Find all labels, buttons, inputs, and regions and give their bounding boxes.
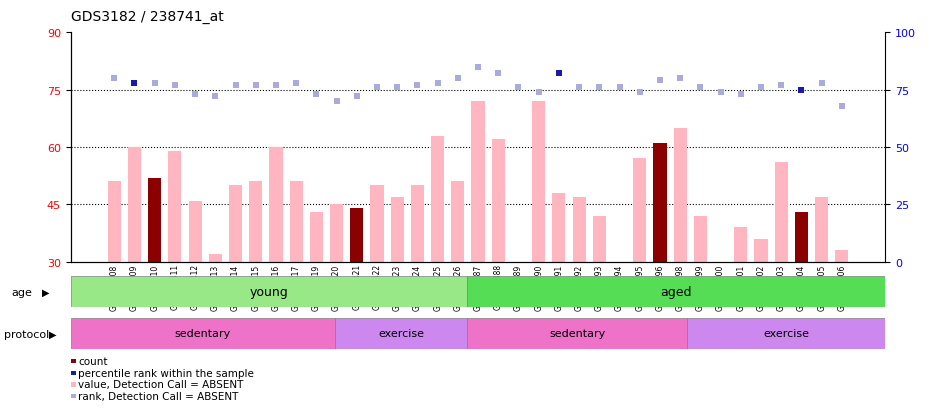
Bar: [391, 197, 404, 262]
Point: [410, 83, 425, 89]
Text: sedentary: sedentary: [174, 328, 231, 339]
Bar: [613, 262, 626, 281]
Point: [632, 89, 647, 96]
Text: age: age: [11, 287, 32, 297]
Bar: [169, 152, 182, 262]
Point: [693, 85, 708, 91]
Text: exercise: exercise: [763, 328, 809, 339]
Bar: [71, 318, 335, 349]
Bar: [492, 140, 505, 262]
Point: [713, 89, 728, 96]
Bar: [815, 197, 828, 262]
Text: young: young: [250, 286, 288, 299]
Bar: [472, 102, 484, 262]
Point: [228, 83, 243, 89]
Bar: [573, 197, 586, 262]
Text: percentile rank within the sample: percentile rank within the sample: [78, 368, 254, 378]
Point: [754, 85, 769, 91]
Bar: [229, 186, 242, 262]
Text: ▶: ▶: [49, 329, 57, 339]
Point: [248, 83, 263, 89]
Bar: [250, 182, 262, 262]
Point: [390, 85, 405, 91]
Bar: [694, 216, 706, 262]
Bar: [512, 262, 525, 281]
Point: [147, 80, 162, 87]
Bar: [688, 318, 885, 349]
Point: [288, 80, 303, 87]
Bar: [431, 136, 445, 262]
Point: [349, 94, 365, 100]
Bar: [330, 205, 343, 262]
Text: GDS3182 / 238741_at: GDS3182 / 238741_at: [71, 10, 223, 24]
Point: [470, 64, 485, 71]
Point: [835, 103, 850, 110]
Bar: [654, 144, 667, 262]
Point: [268, 83, 284, 89]
Point: [814, 80, 829, 87]
Bar: [310, 213, 323, 262]
Bar: [734, 228, 747, 262]
Point: [329, 99, 344, 105]
Text: exercise: exercise: [378, 328, 424, 339]
Bar: [128, 148, 141, 262]
Bar: [593, 216, 606, 262]
Point: [572, 85, 587, 91]
Bar: [467, 277, 885, 308]
Point: [592, 85, 607, 91]
Text: value, Detection Call = ABSENT: value, Detection Call = ABSENT: [78, 380, 244, 389]
Bar: [289, 182, 302, 262]
Point: [673, 76, 688, 82]
Bar: [714, 262, 727, 289]
Point: [653, 78, 668, 85]
Bar: [467, 318, 688, 349]
Point: [450, 76, 465, 82]
Bar: [836, 251, 849, 262]
Point: [551, 71, 566, 78]
Point: [187, 92, 203, 98]
Text: sedentary: sedentary: [549, 328, 606, 339]
Bar: [755, 239, 768, 262]
Point: [106, 76, 122, 82]
Bar: [209, 254, 222, 262]
Bar: [148, 178, 161, 262]
Point: [733, 92, 748, 98]
Point: [531, 89, 546, 96]
Text: aged: aged: [660, 286, 692, 299]
Point: [127, 80, 142, 87]
Text: protocol: protocol: [4, 329, 49, 339]
Bar: [107, 182, 121, 262]
Bar: [552, 193, 565, 262]
Text: ▶: ▶: [42, 287, 50, 297]
Point: [208, 94, 223, 100]
Text: rank, Detection Call = ABSENT: rank, Detection Call = ABSENT: [78, 391, 238, 401]
Bar: [674, 128, 687, 262]
Point: [309, 92, 324, 98]
Point: [430, 80, 446, 87]
Bar: [795, 213, 808, 262]
Bar: [370, 186, 383, 262]
Point: [511, 85, 526, 91]
Point: [168, 83, 183, 89]
Point: [491, 71, 506, 78]
Point: [369, 85, 384, 91]
Point: [612, 85, 627, 91]
Bar: [532, 102, 545, 262]
Text: count: count: [78, 356, 107, 366]
Bar: [411, 186, 424, 262]
Bar: [269, 148, 283, 262]
Bar: [350, 209, 364, 262]
Bar: [71, 277, 467, 308]
Point: [773, 83, 788, 89]
Bar: [188, 201, 202, 262]
Bar: [451, 182, 464, 262]
Bar: [335, 318, 467, 349]
Bar: [633, 159, 646, 262]
Bar: [774, 163, 788, 262]
Point: [794, 87, 809, 94]
